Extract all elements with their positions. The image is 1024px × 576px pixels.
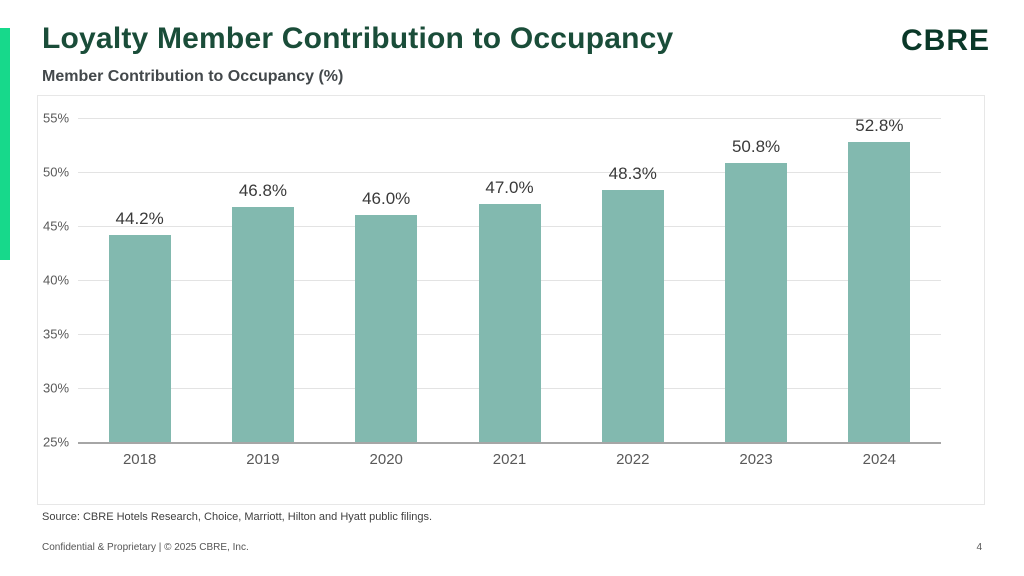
bar-2021: [478, 204, 541, 442]
x-axis-tick-label: 2020: [369, 451, 403, 468]
y-axis-tick-label: 55%: [43, 110, 70, 126]
y-axis-tick-label: 35%: [43, 326, 70, 342]
chart-heading: Member Contribution to Occupancy (%): [42, 68, 344, 85]
gridline: [78, 118, 941, 119]
source-note: Source: CBRE Hotels Research, Choice, Ma…: [42, 511, 433, 523]
x-axis-tick-label: 2021: [492, 451, 527, 468]
bar-2020: [355, 215, 418, 442]
x-axis-line: [78, 442, 941, 444]
y-axis-tick-label: 40%: [43, 272, 70, 288]
x-axis-tick-label: 2018: [122, 451, 157, 468]
bar-value-label: 46.8%: [238, 180, 288, 200]
cbre-logo: CBRE: [900, 24, 990, 57]
bar-value-label: 44.2%: [115, 208, 164, 228]
x-axis-tick-label: 2019: [246, 451, 280, 468]
bar-2022: [601, 190, 664, 442]
gridline: [78, 172, 941, 173]
y-axis-tick-label: 45%: [43, 218, 70, 234]
y-axis-tick-label: 50%: [43, 164, 70, 180]
bar-value-label: 52.8%: [855, 115, 904, 135]
bar-2018: [108, 234, 171, 442]
page-title: Loyalty Member Contribution to Occupancy: [42, 22, 674, 55]
y-axis-tick-label: 25%: [43, 434, 70, 450]
accent-bar: [0, 28, 10, 260]
bar-value-label: 50.8%: [731, 137, 781, 157]
x-axis-tick-label: 2024: [862, 451, 897, 468]
bar-2024: [848, 141, 911, 442]
bar-chart: 25% 30% 35% 40% 45% 50% 55% 44.2% 2018 46.8% 2019 4…: [37, 95, 985, 505]
bar-value-label: 47.0%: [485, 178, 534, 198]
y-axis-tick-label: 30%: [43, 380, 70, 396]
footer-confidential: Confidential & Proprietary | © 2025 CBRE…: [42, 542, 249, 553]
x-axis-tick-label: 2022: [616, 451, 650, 468]
bar-2019: [231, 206, 294, 442]
bar-2023: [725, 163, 788, 442]
bar-value-label: 48.3%: [608, 164, 657, 184]
bar-value-label: 46.0%: [362, 189, 411, 209]
page-number: 4: [976, 542, 982, 553]
x-axis-tick-label: 2023: [739, 451, 773, 468]
